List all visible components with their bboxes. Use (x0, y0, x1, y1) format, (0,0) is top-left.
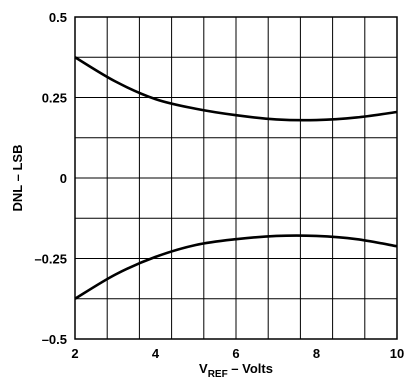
x-tick-label: 8 (313, 346, 320, 361)
y-tick-label: –0.5 (42, 332, 67, 347)
y-tick-label: 0.5 (49, 10, 67, 25)
x-axis-label-subscript: REF (208, 369, 228, 379)
x-tick-label: 10 (390, 346, 404, 361)
y-tick-label: 0 (60, 171, 67, 186)
x-axis-label-main: V (199, 361, 208, 376)
series-line-2 (74, 234, 398, 300)
x-tick-labels: 2 4 6 8 10 (71, 346, 404, 361)
series-group (74, 56, 398, 300)
x-tick-label: 6 (232, 346, 239, 361)
y-tick-label: –0.25 (34, 252, 67, 267)
grid-lines (75, 17, 397, 339)
plot-frame (74, 16, 398, 340)
x-axis-label-suffix: – Volts (228, 361, 273, 376)
x-tick-label: 4 (152, 346, 160, 361)
y-tick-labels: 0.5 0.25 0 –0.25 –0.5 (34, 10, 67, 347)
x-tick-label: 2 (71, 346, 78, 361)
y-axis-label: DNL – LSB (10, 145, 25, 212)
series-line-1 (74, 56, 398, 122)
x-axis-label: VREF – Volts (199, 361, 273, 379)
y-tick-label: 0.25 (42, 91, 67, 106)
